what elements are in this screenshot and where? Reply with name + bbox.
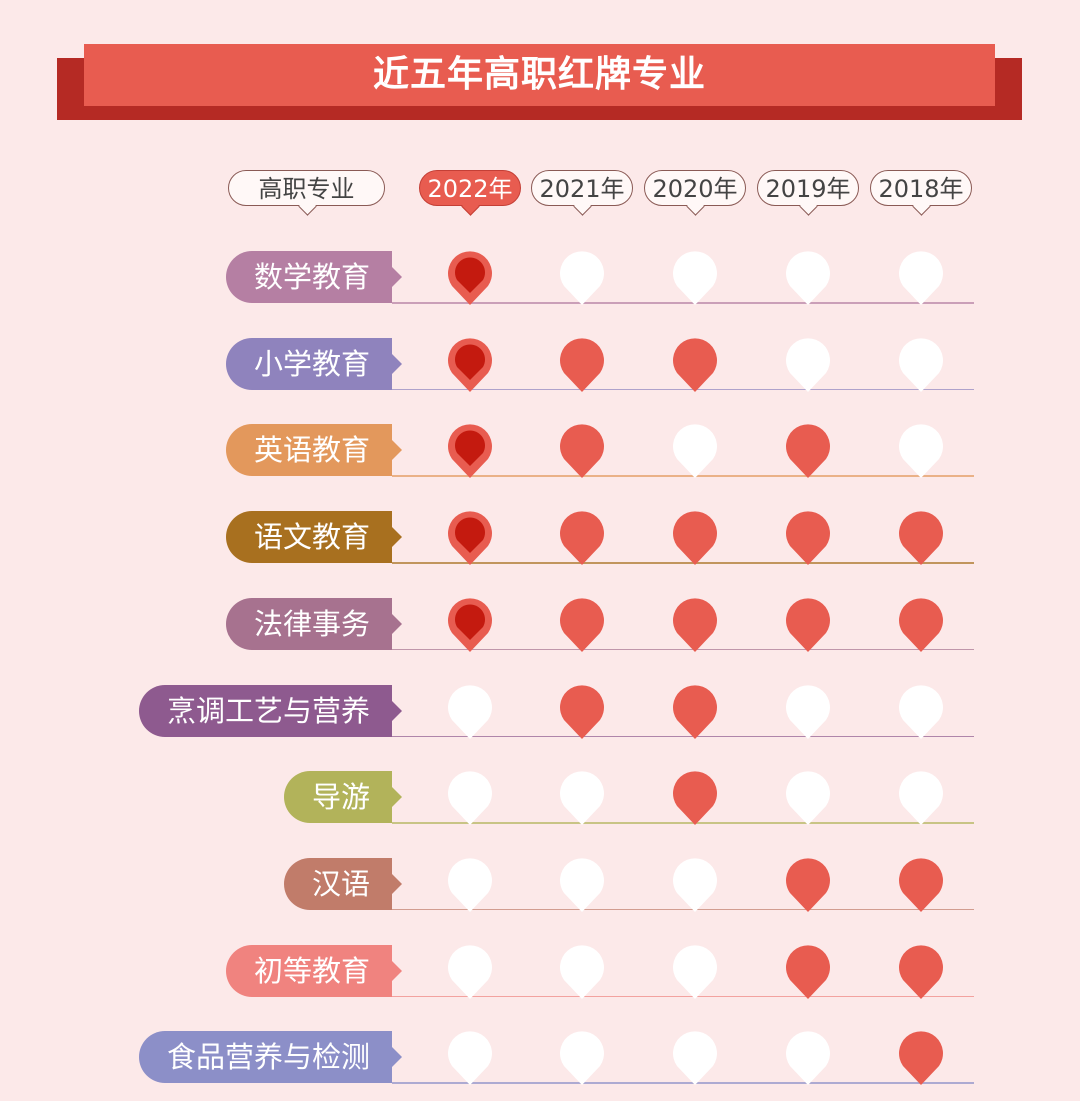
table-row: 小学教育: [0, 334, 1080, 394]
red-pin-icon: [560, 338, 604, 392]
empty-pin-icon: [673, 1031, 717, 1086]
empty-pin-icon: [448, 944, 492, 999]
major-label: 食品营养与检测: [138, 1031, 403, 1084]
empty-pin-icon: [448, 858, 492, 912]
empty-pin-icon: [899, 251, 943, 305]
red-pin-icon: [673, 338, 717, 392]
row-divider: [392, 995, 974, 998]
empty-pin-icon: [673, 944, 717, 999]
red-pin-icon: [786, 858, 830, 912]
page-title: 近五年高职红牌专业: [84, 44, 995, 106]
red-pin-icon: [448, 598, 492, 652]
row-divider: [392, 908, 974, 911]
red-pin-icon: [560, 684, 604, 739]
row-divider: [392, 562, 974, 564]
empty-pin-icon: [673, 251, 717, 305]
table-row: 语文教育: [0, 507, 1080, 567]
major-label: 烹调工艺与营养: [138, 684, 403, 737]
empty-pin-icon: [560, 944, 604, 999]
major-label: 数学教育: [225, 251, 403, 303]
red-pin-icon: [899, 511, 943, 566]
empty-pin-icon: [786, 251, 830, 305]
empty-pin-icon: [899, 424, 943, 479]
table-row: 烹调工艺与营养: [0, 681, 1080, 741]
row-divider: [392, 822, 974, 824]
red-pin-icon: [448, 511, 492, 566]
empty-pin-icon: [560, 1031, 604, 1086]
red-pin-icon: [448, 338, 492, 392]
year-header-4: 2018年: [870, 170, 972, 206]
red-pin-icon: [560, 598, 604, 652]
major-label: 汉语: [283, 857, 403, 910]
table-row: 初等教育: [0, 941, 1080, 1001]
major-label: 小学教育: [225, 337, 403, 390]
table-row: 英语教育: [0, 420, 1080, 480]
empty-pin-icon: [448, 1031, 492, 1086]
red-pin-icon: [673, 598, 717, 652]
year-header-2: 2020年: [644, 170, 746, 206]
empty-pin-icon: [786, 684, 830, 739]
table-row: 导游: [0, 767, 1080, 827]
empty-pin-icon: [786, 1031, 830, 1086]
empty-pin-icon: [448, 771, 492, 826]
row-divider: [392, 1082, 974, 1084]
table-row: 食品营养与检测: [0, 1027, 1080, 1087]
table-row: 数学教育: [0, 247, 1080, 307]
table-row: 法律事务: [0, 594, 1080, 654]
empty-pin-icon: [560, 771, 604, 826]
table-row: 汉语: [0, 854, 1080, 914]
red-pin-icon: [899, 598, 943, 652]
red-pin-icon: [786, 598, 830, 652]
red-pin-icon: [899, 1031, 943, 1086]
red-pin-icon: [899, 858, 943, 912]
red-pin-icon: [673, 684, 717, 739]
major-label: 英语教育: [225, 424, 403, 477]
red-pin-icon: [560, 511, 604, 566]
red-pin-icon: [448, 251, 492, 305]
red-pin-icon: [448, 424, 492, 479]
red-pin-icon: [899, 944, 943, 999]
row-divider: [392, 475, 974, 477]
red-pin-icon: [786, 424, 830, 479]
empty-pin-icon: [899, 338, 943, 392]
major-label: 语文教育: [225, 511, 403, 564]
empty-pin-icon: [786, 338, 830, 392]
empty-pin-icon: [673, 858, 717, 912]
year-header-1: 2021年: [531, 170, 633, 206]
empty-pin-icon: [786, 771, 830, 826]
empty-pin-icon: [448, 684, 492, 739]
row-divider: [392, 388, 974, 391]
major-label: 导游: [283, 771, 403, 824]
major-column-header: 高职专业: [228, 170, 385, 206]
empty-pin-icon: [899, 771, 943, 826]
empty-pin-icon: [899, 684, 943, 739]
empty-pin-icon: [560, 251, 604, 305]
red-pin-icon: [560, 424, 604, 479]
year-header-0: 2022年: [419, 170, 521, 206]
red-pin-icon: [786, 511, 830, 566]
row-divider: [392, 648, 974, 651]
year-header-3: 2019年: [757, 170, 859, 206]
row-divider: [392, 735, 974, 737]
red-pin-icon: [673, 771, 717, 826]
row-divider: [392, 302, 974, 304]
red-pin-icon: [673, 511, 717, 566]
empty-pin-icon: [560, 858, 604, 912]
major-label: 法律事务: [225, 597, 403, 650]
red-pin-icon: [786, 944, 830, 999]
empty-pin-icon: [673, 424, 717, 479]
major-label: 初等教育: [225, 944, 403, 997]
